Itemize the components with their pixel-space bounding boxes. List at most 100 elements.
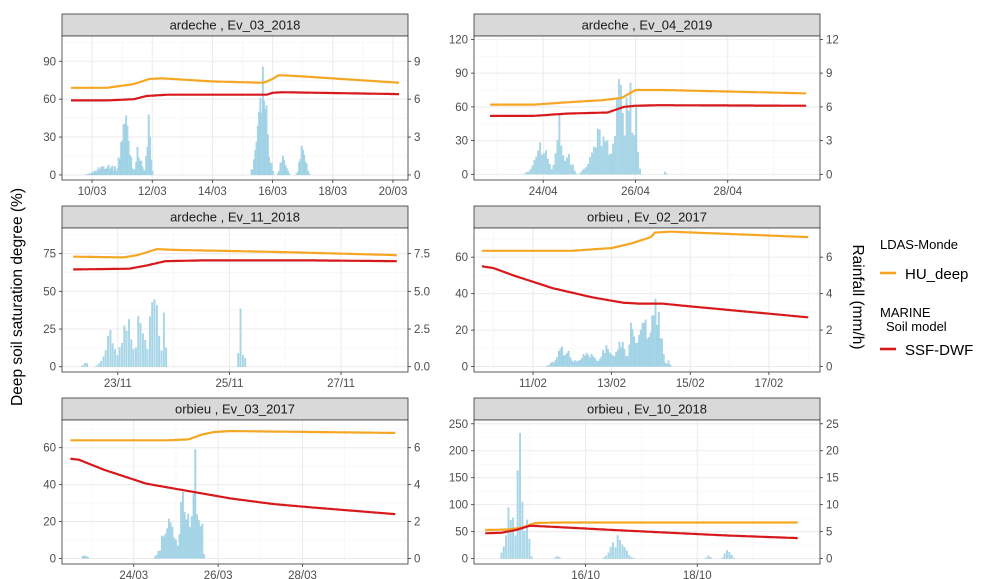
y-right-tick-label: 3 — [414, 132, 420, 144]
rainfall-bar — [584, 355, 586, 367]
rainfall-bar — [606, 140, 609, 175]
y-right-tick-label: 15 — [826, 473, 839, 485]
rainfall-bar — [171, 526, 174, 559]
x-tick-label: 24/04 — [529, 186, 558, 198]
y-right-tick-label: 25 — [826, 419, 839, 431]
rainfall-bar — [148, 316, 151, 367]
rainfall-bar — [86, 363, 89, 367]
x-tick-label: 26/04 — [621, 186, 650, 198]
rainfall-bar — [153, 299, 156, 367]
rainfall-bar — [562, 155, 565, 175]
panel-title: orbieu , Ev_02_2017 — [587, 210, 707, 225]
rainfall-bar — [633, 558, 635, 559]
rainfall-bar — [552, 164, 555, 175]
rainfall-bars — [81, 299, 247, 367]
rainfall-bar — [175, 539, 177, 559]
rainfall-bar — [162, 312, 165, 367]
rainfall-bar — [568, 154, 570, 175]
rainfall-bar — [612, 355, 614, 367]
y-right-tick-label: 3 — [826, 136, 832, 148]
rainfall-bar — [561, 346, 564, 367]
rainfall-bar — [182, 492, 184, 559]
rainfall-bar — [244, 358, 247, 367]
y-right-tick-label: 0 — [414, 553, 420, 565]
series-line-ssf-dwf — [70, 457, 396, 516]
rainfall-bar — [546, 365, 549, 367]
rainfall-bar — [519, 432, 521, 559]
series-line-hu-deep — [73, 248, 397, 259]
y-right-tick-label: 9 — [826, 68, 832, 80]
y-left-tick-label: 0 — [50, 362, 56, 374]
rainfall-bar — [502, 546, 505, 559]
x-tick-label: 23/11 — [104, 378, 132, 390]
rainfall-bar — [139, 323, 142, 367]
rainfall-bar — [602, 350, 604, 367]
y-left-tick-label: 25 — [43, 324, 56, 336]
rainfall-bar — [574, 360, 577, 367]
rainfall-bar — [705, 557, 707, 559]
y-left-tick-label: 30 — [455, 136, 468, 148]
y-left-tick-label: 0 — [462, 169, 468, 181]
rainfall-bar — [630, 322, 632, 367]
facet-panel-5: orbieu , Ev_03_2017 0 20 40 60 0 2 4 6 24/03 26/03… — [43, 397, 421, 579]
rainfall-bar — [142, 333, 144, 367]
x-tick-label: 25/11 — [215, 378, 243, 390]
panel-border — [473, 227, 821, 373]
rainfall-bar — [621, 112, 624, 175]
series-line-ssf-dwf — [485, 524, 798, 540]
rainfall-bar — [628, 344, 631, 367]
rainfall-bar — [166, 528, 169, 559]
y-right-tick-label: 2 — [414, 517, 420, 529]
rainfall-bar — [178, 534, 181, 559]
rainfall-bar — [604, 141, 607, 175]
rainfall-bars — [85, 66, 311, 176]
y-left-tick-label: 30 — [43, 132, 56, 144]
rainfall-bar — [566, 157, 568, 175]
series-line-hu-deep — [71, 74, 400, 89]
y-left-tick-label: 60 — [455, 252, 468, 264]
rainfall-bar — [514, 535, 517, 559]
x-tick-label: 16/10 — [571, 570, 600, 579]
rainfall-bar — [567, 350, 570, 367]
rainfall-bar — [164, 533, 167, 559]
rainfall-bar — [583, 168, 586, 175]
rainfall-bar — [613, 356, 616, 367]
rainfall-bar — [628, 555, 631, 559]
rainfall-bar — [609, 546, 612, 559]
y-right-tick-label: 5 — [826, 527, 832, 539]
y-right-tick-label: 6 — [826, 252, 832, 264]
plot-background — [474, 420, 820, 564]
rainfall-bar — [242, 355, 244, 367]
rainfall-bar — [529, 169, 532, 175]
rainfall-bar — [608, 352, 611, 367]
y-right-tick-label: 7.5 — [414, 249, 430, 261]
rainfall-bar — [287, 170, 289, 176]
rainfall-bar — [564, 354, 567, 367]
x-tick-label: 12/03 — [138, 186, 167, 198]
rainfall-bar — [125, 330, 128, 367]
rainfall-bar — [150, 159, 153, 176]
rainfall-bar — [626, 356, 629, 367]
rainfall-bar — [625, 97, 628, 175]
rainfall-bar — [146, 349, 149, 367]
rainfall-bar — [646, 338, 649, 367]
panel-border — [61, 419, 409, 565]
series-line-ssf-dwf — [73, 259, 397, 271]
rainfall-bar — [176, 545, 179, 559]
rainfall-bar — [654, 298, 657, 367]
rainfall-bar — [116, 355, 119, 367]
legend-item-hu-deep: HU_deep — [905, 266, 968, 283]
y-right-tick-label: 2 — [826, 325, 832, 337]
rainfall-bar — [608, 154, 611, 175]
rainfall-bar — [203, 554, 205, 559]
y-left-tick-label: 250 — [449, 419, 468, 431]
rainfall-bar — [100, 361, 102, 367]
rainfall-bar — [550, 169, 553, 175]
rainfall-bar — [239, 308, 242, 367]
rainfall-bar — [616, 349, 619, 367]
rainfall-bar — [158, 335, 161, 367]
rainfall-bar — [121, 343, 123, 367]
y-right-tick-label: 4 — [826, 289, 833, 301]
plot-background — [62, 36, 408, 180]
rainfall-bar — [591, 152, 593, 175]
